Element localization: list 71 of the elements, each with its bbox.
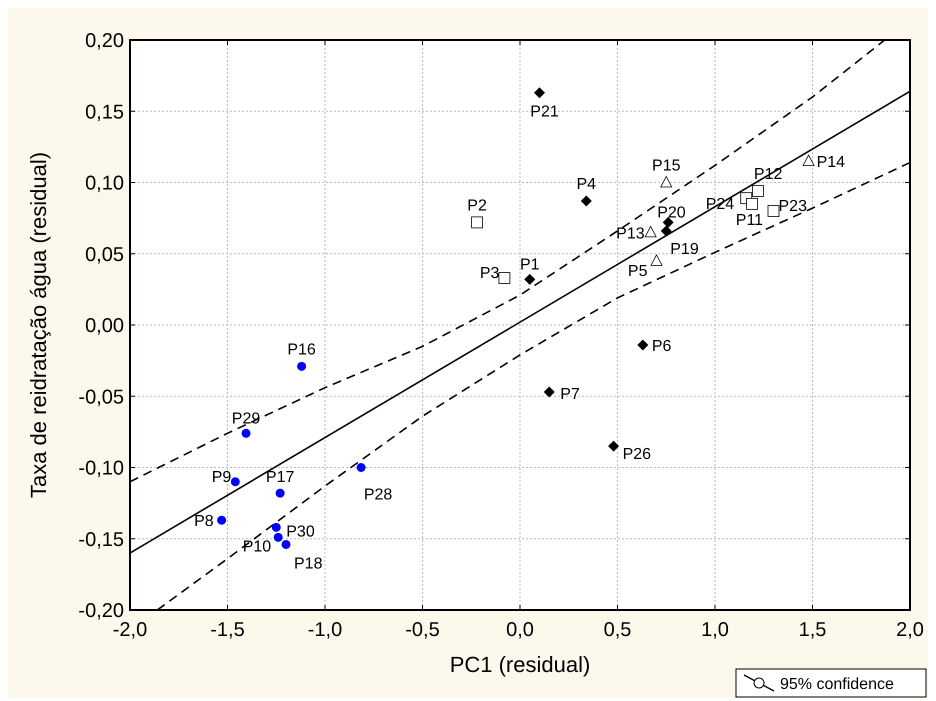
annotation: P19 [670, 240, 699, 258]
y-tick-label: -0,05 [78, 386, 124, 408]
annotation: P26 [622, 446, 652, 464]
point [282, 540, 290, 549]
x-tick-label: -0,5 [405, 619, 440, 641]
y-tick-label: -0,15 [78, 528, 124, 551]
point [356, 463, 366, 472]
point [276, 488, 285, 498]
x-tick-label: 2,0 [896, 619, 924, 641]
annotation: P6 [652, 338, 672, 355]
legend-label: 95% confidence [780, 676, 894, 693]
annotation: P4 [576, 176, 596, 194]
point [524, 274, 536, 285]
point [608, 440, 620, 452]
x-tick-label: 0,5 [604, 619, 632, 641]
x-tick-label: 1,0 [701, 619, 729, 641]
x-tick-label: -1,5 [210, 619, 245, 641]
y-tick-label: 0,15 [85, 101, 124, 124]
annotation: P30 [286, 523, 315, 540]
point [274, 532, 283, 542]
annotation: P28 [364, 486, 392, 504]
point [660, 225, 672, 236]
y-tick-label: 0,20 [85, 30, 124, 52]
point [272, 522, 281, 532]
annotation: P20 [657, 204, 686, 222]
annotation: P9 [212, 468, 232, 486]
x-tick-label: -1,0 [308, 619, 342, 641]
point [471, 216, 483, 228]
x-tick-label: -2,0 [112, 619, 148, 641]
annotation: P10 [242, 538, 272, 556]
point [230, 477, 240, 486]
annotation: P15 [652, 158, 681, 174]
point [802, 154, 814, 166]
annotation: P18 [294, 555, 323, 572]
x-tick-label: 0,0 [506, 619, 534, 641]
x-axis-title: PC1 (residual) [450, 652, 590, 677]
annotation: P2 [467, 197, 487, 214]
annotation: P14 [816, 154, 846, 172]
annotation: P17 [266, 469, 294, 486]
point [752, 185, 764, 197]
point [544, 386, 555, 398]
point [637, 339, 648, 350]
point [580, 196, 592, 207]
x-tick-label: 1,5 [798, 619, 826, 641]
y-axis-title: Taxa de reidratação água (residual) [26, 152, 51, 498]
point [297, 362, 306, 371]
y-tick-label: 0,05 [85, 244, 124, 266]
point [660, 176, 672, 188]
annotation: P13 [616, 225, 645, 242]
annotation: P1 [520, 256, 540, 274]
annotation: P21 [530, 104, 559, 121]
point [242, 428, 251, 438]
y-tick-label: 0,10 [85, 172, 124, 194]
y-tick-label: 0,00 [85, 315, 124, 337]
annotation: P11 [736, 212, 764, 229]
y-tick-label: -0,20 [78, 600, 124, 622]
point [746, 198, 758, 210]
annotation: P7 [560, 386, 580, 403]
y-tick-label: -0,10 [78, 458, 124, 480]
annotation: P16 [287, 341, 316, 358]
annotation: P3 [480, 264, 500, 282]
point [534, 87, 545, 98]
point [644, 226, 657, 238]
point [768, 205, 780, 217]
point [498, 272, 510, 284]
annotation: P5 [628, 262, 648, 280]
point [650, 254, 662, 266]
point [217, 516, 226, 525]
annotation: P8 [194, 513, 214, 530]
annotation: P29 [232, 410, 260, 428]
annotation: P23 [778, 198, 808, 215]
